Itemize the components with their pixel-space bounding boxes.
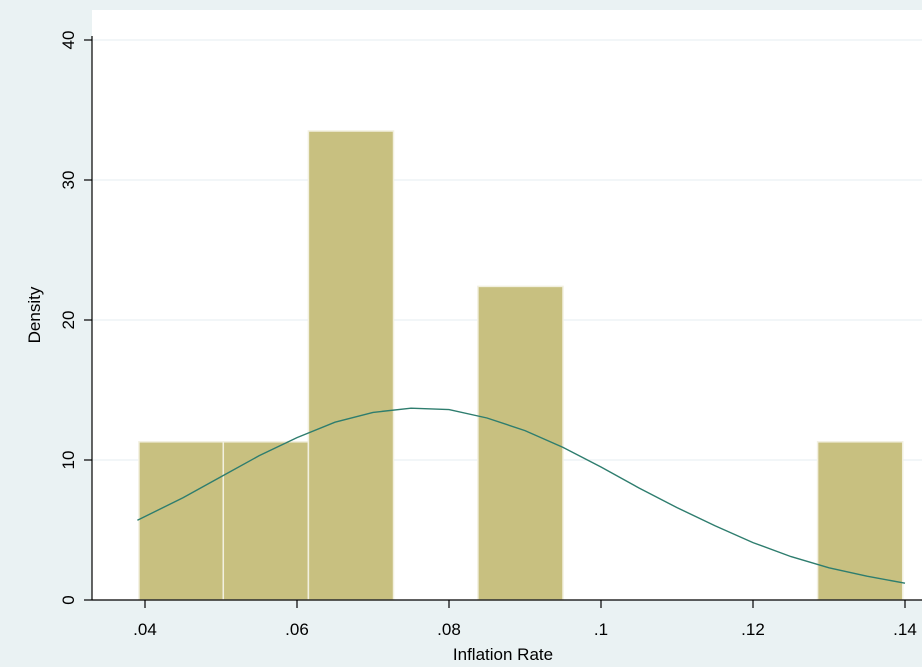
y-tick-label-10: 10 bbox=[59, 451, 78, 470]
x-tick-label-.1: .1 bbox=[594, 620, 608, 639]
x-tick-label-.08: .08 bbox=[437, 620, 461, 639]
y-axis-title: Density bbox=[25, 286, 44, 343]
histogram-bar-1 bbox=[138, 441, 225, 601]
x-axis-ticks: .04 .06 .08 .1 .12 .14 bbox=[133, 600, 917, 639]
x-tick-label-.06: .06 bbox=[285, 620, 309, 639]
histogram-bar-9 bbox=[816, 441, 904, 601]
histogram-bar-5 bbox=[477, 285, 564, 601]
y-tick-label-40: 40 bbox=[59, 31, 78, 50]
y-tick-label-20: 20 bbox=[59, 311, 78, 330]
histogram-bar-3 bbox=[307, 130, 395, 601]
y-axis-ticks: 0 10 20 30 40 bbox=[59, 31, 92, 605]
histogram-bar-2 bbox=[222, 441, 310, 601]
y-tick-label-0: 0 bbox=[59, 595, 78, 604]
x-tick-label-.12: .12 bbox=[741, 620, 765, 639]
x-tick-label-.14: .14 bbox=[893, 620, 917, 639]
x-axis-title: Inflation Rate bbox=[453, 645, 553, 664]
x-tick-label-.04: .04 bbox=[133, 620, 157, 639]
y-tick-label-30: 30 bbox=[59, 171, 78, 190]
normal-density-curve bbox=[137, 407, 906, 584]
